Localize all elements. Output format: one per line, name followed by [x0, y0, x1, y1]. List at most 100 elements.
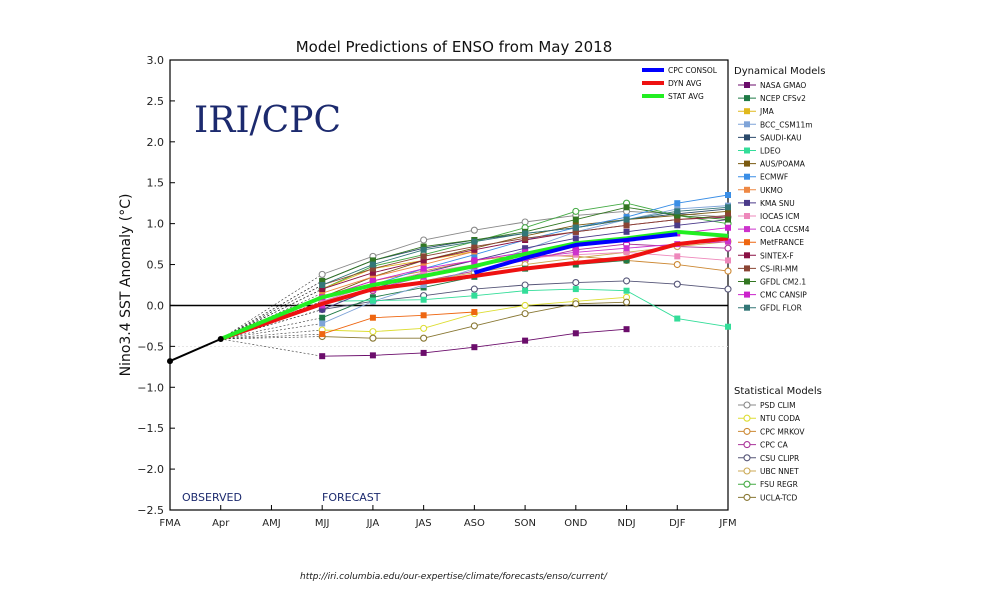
- data-point: [470, 285, 478, 293]
- legend-label: UBC NNET: [760, 467, 799, 476]
- legend-label: COLA CCSM4: [760, 225, 810, 234]
- data-point: [572, 278, 580, 287]
- legend-label: PSD CLIM: [760, 401, 796, 410]
- data-point: [369, 314, 376, 321]
- data-point: [420, 253, 427, 260]
- legend-swatch-marker: [744, 239, 750, 246]
- series-line-ukmo: [322, 251, 475, 294]
- x-tick-label: SON: [514, 518, 536, 529]
- legend-swatch-marker: [744, 291, 750, 298]
- legend-label: SINTEX-F: [760, 251, 794, 260]
- legend-label: ECMWF: [760, 173, 788, 182]
- data-point: [420, 265, 427, 272]
- chart-title: Model Predictions of ENSO from May 2018: [296, 38, 613, 56]
- data-point: [471, 246, 478, 253]
- legend-swatch-marker: [743, 427, 751, 435]
- legend-swatch-marker: [743, 441, 751, 449]
- data-point: [673, 260, 681, 269]
- forecast-connector: [220, 336, 323, 340]
- legend-label: NTU CODA: [760, 414, 801, 423]
- y-tick-label: −2.5: [137, 504, 164, 517]
- data-point: [623, 257, 630, 264]
- legend-label: CPC MRKOV: [760, 427, 805, 436]
- y-tick-label: 0.0: [147, 299, 165, 312]
- legend-swatch-marker: [744, 304, 750, 311]
- y-tick-label: −2.0: [137, 463, 164, 476]
- legend-swatch-marker: [744, 265, 750, 272]
- x-tick-label: AMJ: [262, 518, 280, 529]
- data-point: [470, 322, 478, 330]
- data-point: [572, 235, 579, 242]
- legend-label: CMC CANSIP: [760, 291, 807, 300]
- legend-swatch-marker: [744, 147, 750, 154]
- data-point: [319, 353, 326, 360]
- data-point: [521, 218, 529, 226]
- legend-label: BCC_CSM11m: [760, 120, 813, 129]
- data-point: [572, 207, 580, 215]
- data-point: [471, 238, 478, 245]
- legend-swatch-marker: [744, 95, 750, 102]
- data-point: [420, 324, 428, 332]
- data-point: [725, 224, 731, 231]
- legend-swatch-marker: [744, 213, 750, 219]
- legend-swatch-marker: [743, 467, 751, 475]
- data-point: [319, 331, 326, 338]
- data-point: [522, 245, 529, 252]
- data-point: [623, 245, 630, 252]
- data-point: [522, 337, 529, 344]
- x-tick-label: Apr: [212, 518, 230, 529]
- legend-label: IOCAS ICM: [760, 212, 800, 221]
- x-tick-label: MJJ: [315, 518, 330, 529]
- legend-swatch-marker: [744, 199, 750, 206]
- y-tick-label: 2.5: [147, 95, 165, 108]
- legend-label: JMA: [759, 107, 775, 116]
- legend-label: UKMO: [760, 186, 783, 195]
- observed-point: [167, 358, 173, 365]
- data-point: [369, 265, 376, 272]
- y-tick-label: 2.0: [147, 136, 165, 149]
- legend-label: KMA SNU: [760, 199, 795, 208]
- forecast-connector: [220, 317, 323, 340]
- legend-swatch-marker: [744, 252, 750, 259]
- data-point: [623, 326, 630, 333]
- forecast-connector: [220, 333, 323, 340]
- forecast-connector: [220, 280, 323, 340]
- data-point: [622, 298, 631, 306]
- data-point: [725, 204, 731, 211]
- legend-label: CS-IRI-MM: [760, 264, 798, 273]
- data-point: [623, 204, 630, 211]
- data-point: [674, 208, 681, 215]
- data-point: [572, 228, 579, 235]
- legend-swatch-marker: [744, 160, 750, 167]
- legend-label: GFDL FLOR: [760, 304, 802, 313]
- data-point: [572, 330, 579, 337]
- legend-label: UCLA-TCD: [760, 493, 797, 502]
- data-point: [369, 328, 377, 336]
- legend-label: CPC CA: [760, 441, 789, 450]
- data-point: [572, 300, 580, 308]
- legend-label: AUS/POAMA: [760, 160, 806, 169]
- data-point: [521, 301, 529, 310]
- data-point: [369, 277, 376, 284]
- legend-swatch-marker: [743, 493, 751, 501]
- legend-swatch-marker: [744, 121, 750, 128]
- forecast-connector: [220, 338, 323, 357]
- data-point: [420, 257, 427, 264]
- watermark-logo: IRI/CPC: [194, 100, 341, 141]
- average-line-stat-avg: [219, 229, 729, 341]
- forecast-connector: [220, 323, 323, 340]
- data-point: [725, 208, 731, 215]
- legend-swatch-marker: [743, 454, 751, 462]
- data-point: [522, 230, 529, 237]
- x-tick-label: FMA: [159, 518, 180, 529]
- legend-label: SAUDI-KAU: [760, 133, 802, 142]
- data-point: [420, 236, 428, 244]
- data-point: [420, 296, 427, 303]
- data-point: [319, 290, 326, 297]
- data-point: [420, 269, 427, 276]
- data-point: [623, 216, 630, 223]
- legend-label: NCEP CFSv2: [760, 94, 806, 103]
- data-point: [674, 216, 681, 223]
- data-point: [369, 294, 376, 301]
